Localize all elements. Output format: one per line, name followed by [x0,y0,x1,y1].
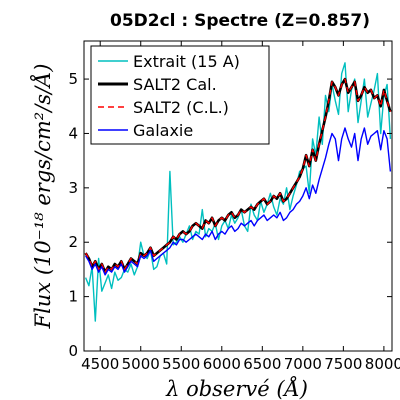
x-tick-label: 7500 [324,355,362,373]
y-tick-label: 5 [68,70,78,88]
x-tick-label: 6500 [243,355,281,373]
y-tick-label: 3 [68,179,78,197]
x-tick-label: 6000 [203,355,241,373]
chart-title: 05D2cl : Spectre (Z=0.857) [110,11,370,31]
plot-frame [83,40,393,352]
y-tick-label: 4 [68,124,78,142]
series-line-extrait-15-a [84,62,392,322]
y-tick-label: 2 [68,233,78,251]
x-axis: 4500 5000 5500 6000 6500 7000 7500 8000 [81,41,400,373]
legend-label: SALT2 Cal. [133,75,217,94]
x-axis-label: λ observé (Å) [165,376,308,400]
x-tick-label: 4500 [81,355,119,373]
y-axis: 0 1 2 3 4 5 [68,70,392,360]
y-tick-label: 0 [68,342,78,360]
legend: Extrait (15 A) SALT2 Cal. SALT2 (C.L.) Gala… [90,45,270,145]
x-tick-label: 5000 [122,355,160,373]
series-layer [84,62,392,322]
series-line-salt2-c-l [85,78,392,273]
legend-label: Extrait (15 A) [133,52,240,71]
x-tick-label: 8000 [365,355,400,373]
y-tick-label: 1 [68,288,78,306]
legend-label: SALT2 (C.L.) [133,98,229,117]
x-tick-label: 5500 [162,355,200,373]
legend-box [90,45,270,145]
series-line-galaxie [84,127,392,276]
y-axis-label: Flux (10⁻¹⁸ ergs/cm²/s/Å) [30,64,55,330]
x-tick-label: 7000 [284,355,322,373]
legend-label: Galaxie [133,121,193,140]
